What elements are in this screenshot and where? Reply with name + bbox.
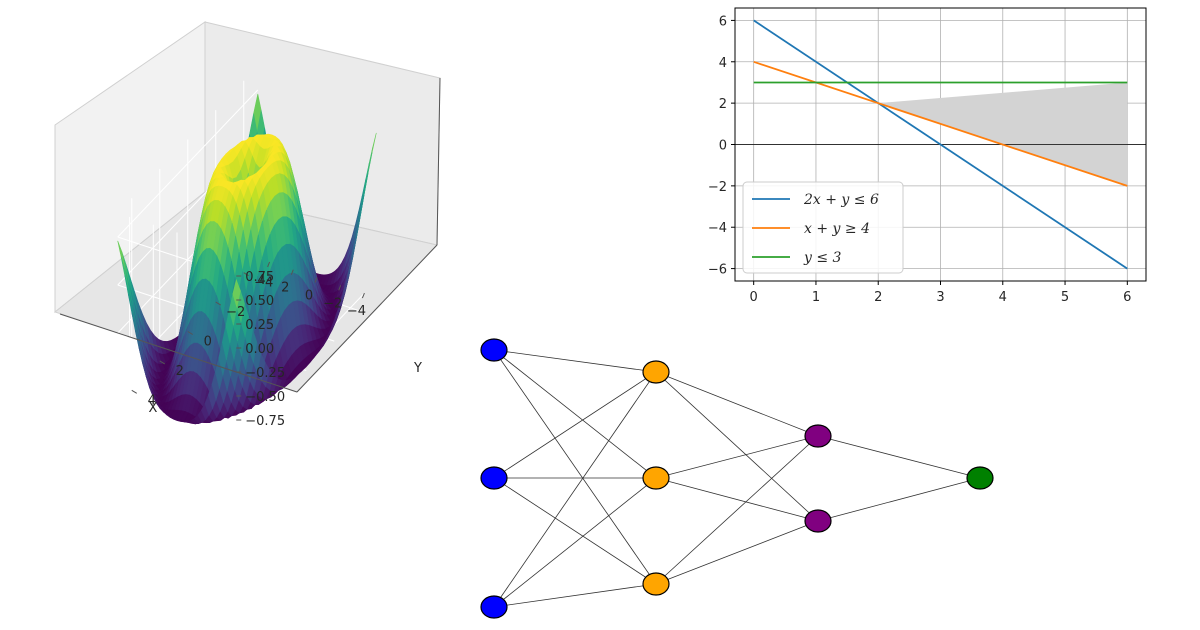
series-line-0 [753, 19, 1128, 270]
line-chart-series [753, 19, 1128, 270]
surface-x-tick [338, 285, 342, 291]
legend-label-0: 2x + y ≤ 6 [803, 192, 879, 208]
surface-x-tick-label: 0 [305, 289, 313, 304]
network-node-L0-0 [480, 338, 508, 362]
surface-y-tick [159, 360, 166, 365]
y-tick-label: −2 [708, 180, 727, 195]
network-node-L0-1 [480, 466, 508, 490]
x-tick-label: 3 [936, 290, 944, 305]
surface-y-tick [187, 331, 194, 335]
network-edge [655, 435, 819, 585]
surface-x-tick-label: 2 [281, 281, 289, 296]
surface-mesh [117, 93, 377, 425]
surface-y-tick-label: 0 [204, 335, 212, 350]
y-tick-label: 4 [719, 56, 727, 71]
surface-ticks: −4−2024−4−20240.750.500.250.00−0.25−0.50… [131, 261, 366, 429]
x-tick-label: 4 [999, 290, 1007, 305]
network-edge [655, 435, 819, 479]
surface-x-tick [314, 277, 318, 283]
x-tick-label: 6 [1123, 290, 1131, 305]
surface-x-axis-line [59, 313, 298, 393]
surface-x-tick [267, 261, 271, 268]
x-tick-label: 0 [750, 290, 758, 305]
network-edge [493, 349, 657, 479]
surface-y-tick-label: 2 [176, 364, 184, 379]
x-tick-label: 2 [874, 290, 882, 305]
surface-y-axis-line [296, 244, 438, 393]
network-nodes [480, 338, 994, 619]
surface-y-tick [131, 389, 138, 394]
surface-y-tick-label: −4 [254, 276, 273, 291]
surface-z-tick-label: −0.25 [245, 366, 285, 381]
legend-label-1: x + y ≥ 4 [804, 221, 870, 237]
legend-box [742, 181, 904, 274]
surface-x-tick-label: 4 [257, 273, 265, 288]
network-node-L2-0 [804, 424, 832, 448]
surface-z-tick-label: 0.75 [245, 270, 274, 285]
line-chart-ticks: 0 1 2 3 4 5 6 6 4 2 0 −2 −4 −6 [708, 14, 1132, 305]
network-diagram [480, 338, 994, 619]
surface-x-axis-label: X [149, 401, 158, 416]
network-edge [817, 435, 981, 479]
surface-wall-gridline [117, 89, 259, 238]
feasible-region-shade [878, 82, 1128, 186]
surface-x-tick [361, 292, 365, 299]
surface-z-tick-label: 0.50 [245, 294, 274, 309]
surface-y-tick-label: 4 [148, 393, 156, 408]
y-tick-label: 6 [719, 14, 727, 29]
network-edge [493, 477, 657, 585]
surface-z-tick-label: −0.50 [245, 390, 285, 405]
surface-x-tick-label: −4 [347, 304, 366, 319]
network-node-L1-0 [642, 360, 670, 384]
surface-y-tick [215, 301, 222, 306]
x-tick-label: 5 [1061, 290, 1069, 305]
surface-z-tick-label: −0.75 [245, 414, 285, 429]
network-edge [655, 371, 819, 437]
network-edge [655, 371, 819, 522]
network-node-L0-2 [480, 595, 508, 619]
network-edge [493, 477, 657, 608]
network-edge [655, 520, 819, 585]
network-node-L1-1 [642, 466, 670, 490]
surface-z-tick-label: 0.00 [245, 342, 274, 357]
surface-y-tick-label: −2 [226, 305, 245, 320]
legend-label-2: y ≤ 3 [803, 250, 842, 266]
surface-y-tick [243, 272, 250, 277]
network-edge [817, 477, 981, 522]
surface-y-axis-label: Y [413, 361, 422, 376]
surface-x-tick [290, 269, 294, 275]
surface-axes [59, 77, 441, 393]
surface-x-tick-label: −2 [323, 296, 342, 311]
network-edge [493, 349, 657, 373]
network-edge [493, 371, 657, 479]
network-edge [655, 477, 819, 522]
network-edge [493, 371, 657, 608]
network-node-L1-2 [642, 572, 670, 596]
network-edges [493, 349, 981, 608]
surface-patch [232, 278, 241, 308]
y-tick-label: −6 [708, 263, 727, 278]
x-tick-label: 1 [812, 290, 820, 305]
line-chart-legend: 2x + y ≤ 6 x + y ≥ 4 y ≤ 3 [742, 181, 904, 274]
network-node-L2-1 [804, 509, 832, 533]
network-edge [493, 583, 657, 608]
y-tick-label: 0 [719, 139, 727, 154]
surface-z-axis-line [436, 77, 441, 246]
y-tick-label: −4 [708, 221, 727, 236]
network-node-L3-0 [966, 466, 994, 490]
surface-z-tick-label: 0.25 [245, 318, 274, 333]
surface-plot: −4−2024−4−20240.750.500.250.00−0.25−0.50… [53, 21, 441, 441]
inequality-line-chart: 0 1 2 3 4 5 6 6 4 2 0 −2 −4 −6 2x + y ≤ 6 x + y ≥ 4 y ≤… [708, 7, 1147, 305]
network-edge [493, 349, 657, 585]
y-tick-label: 2 [719, 97, 727, 112]
